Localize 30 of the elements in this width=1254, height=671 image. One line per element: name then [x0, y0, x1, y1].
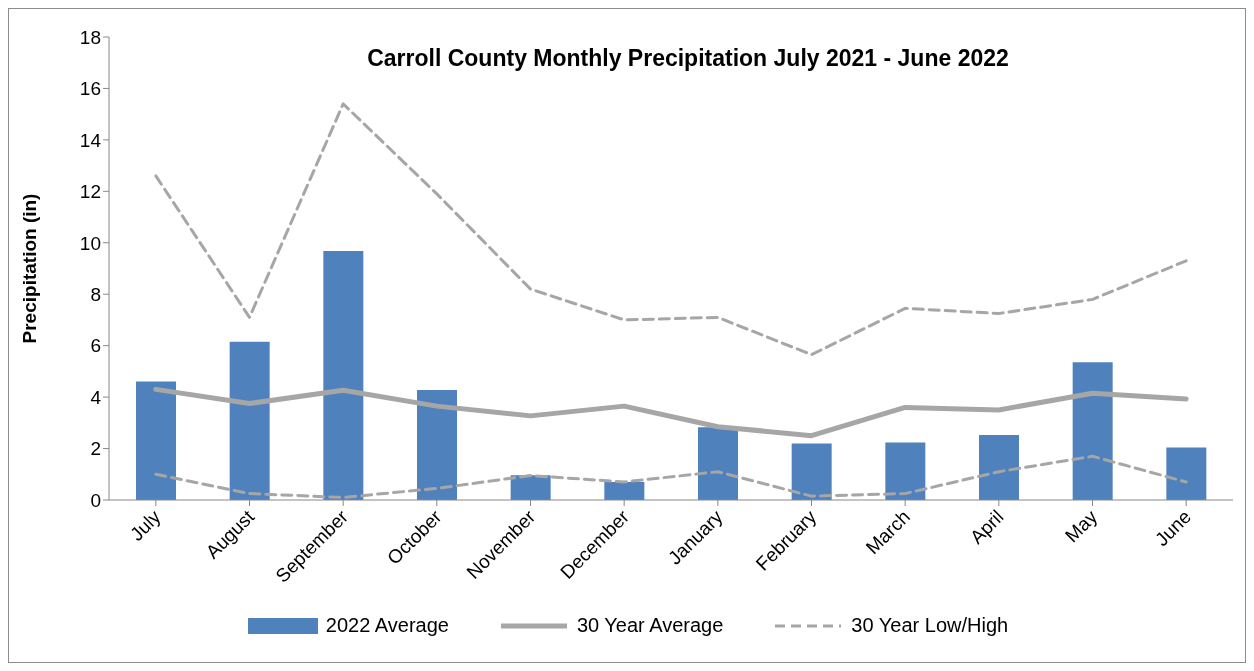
x-tick-label: July	[125, 505, 166, 545]
legend-label: 30 Year Low/High	[851, 614, 1009, 637]
bar	[229, 341, 270, 500]
y-tick-label: 2	[90, 438, 101, 460]
line-series	[154, 454, 1188, 499]
bar	[417, 389, 457, 500]
bar	[1072, 362, 1113, 500]
y-tick-label: 6	[90, 335, 101, 357]
legend-label: 2022 Average	[325, 614, 449, 637]
y-tick-label: 4	[90, 386, 102, 408]
chart-title: Carroll County Monthly Precipitation July 2021 - June 2022	[366, 45, 1010, 72]
bar	[604, 481, 645, 500]
legend-label: 30 Year Average	[576, 614, 724, 637]
bar	[323, 251, 364, 500]
y-tick-label: 0	[90, 489, 101, 511]
y-tick-label: 18	[79, 26, 101, 48]
bar	[979, 434, 1019, 500]
y-axis-title: Precipitation (in)	[18, 193, 40, 344]
bar	[698, 427, 738, 500]
bar	[1166, 447, 1207, 500]
line-series	[154, 102, 1188, 357]
y-tick-label: 14	[79, 129, 102, 151]
bar	[791, 443, 832, 500]
y-tick-label: 12	[79, 181, 101, 203]
y-tick-label: 10	[79, 232, 101, 254]
bar	[136, 381, 176, 500]
y-tick-label: 16	[79, 78, 101, 100]
y-tick-label: 8	[90, 283, 101, 305]
x-tick-label: May	[1061, 505, 1102, 547]
bar	[885, 442, 926, 500]
